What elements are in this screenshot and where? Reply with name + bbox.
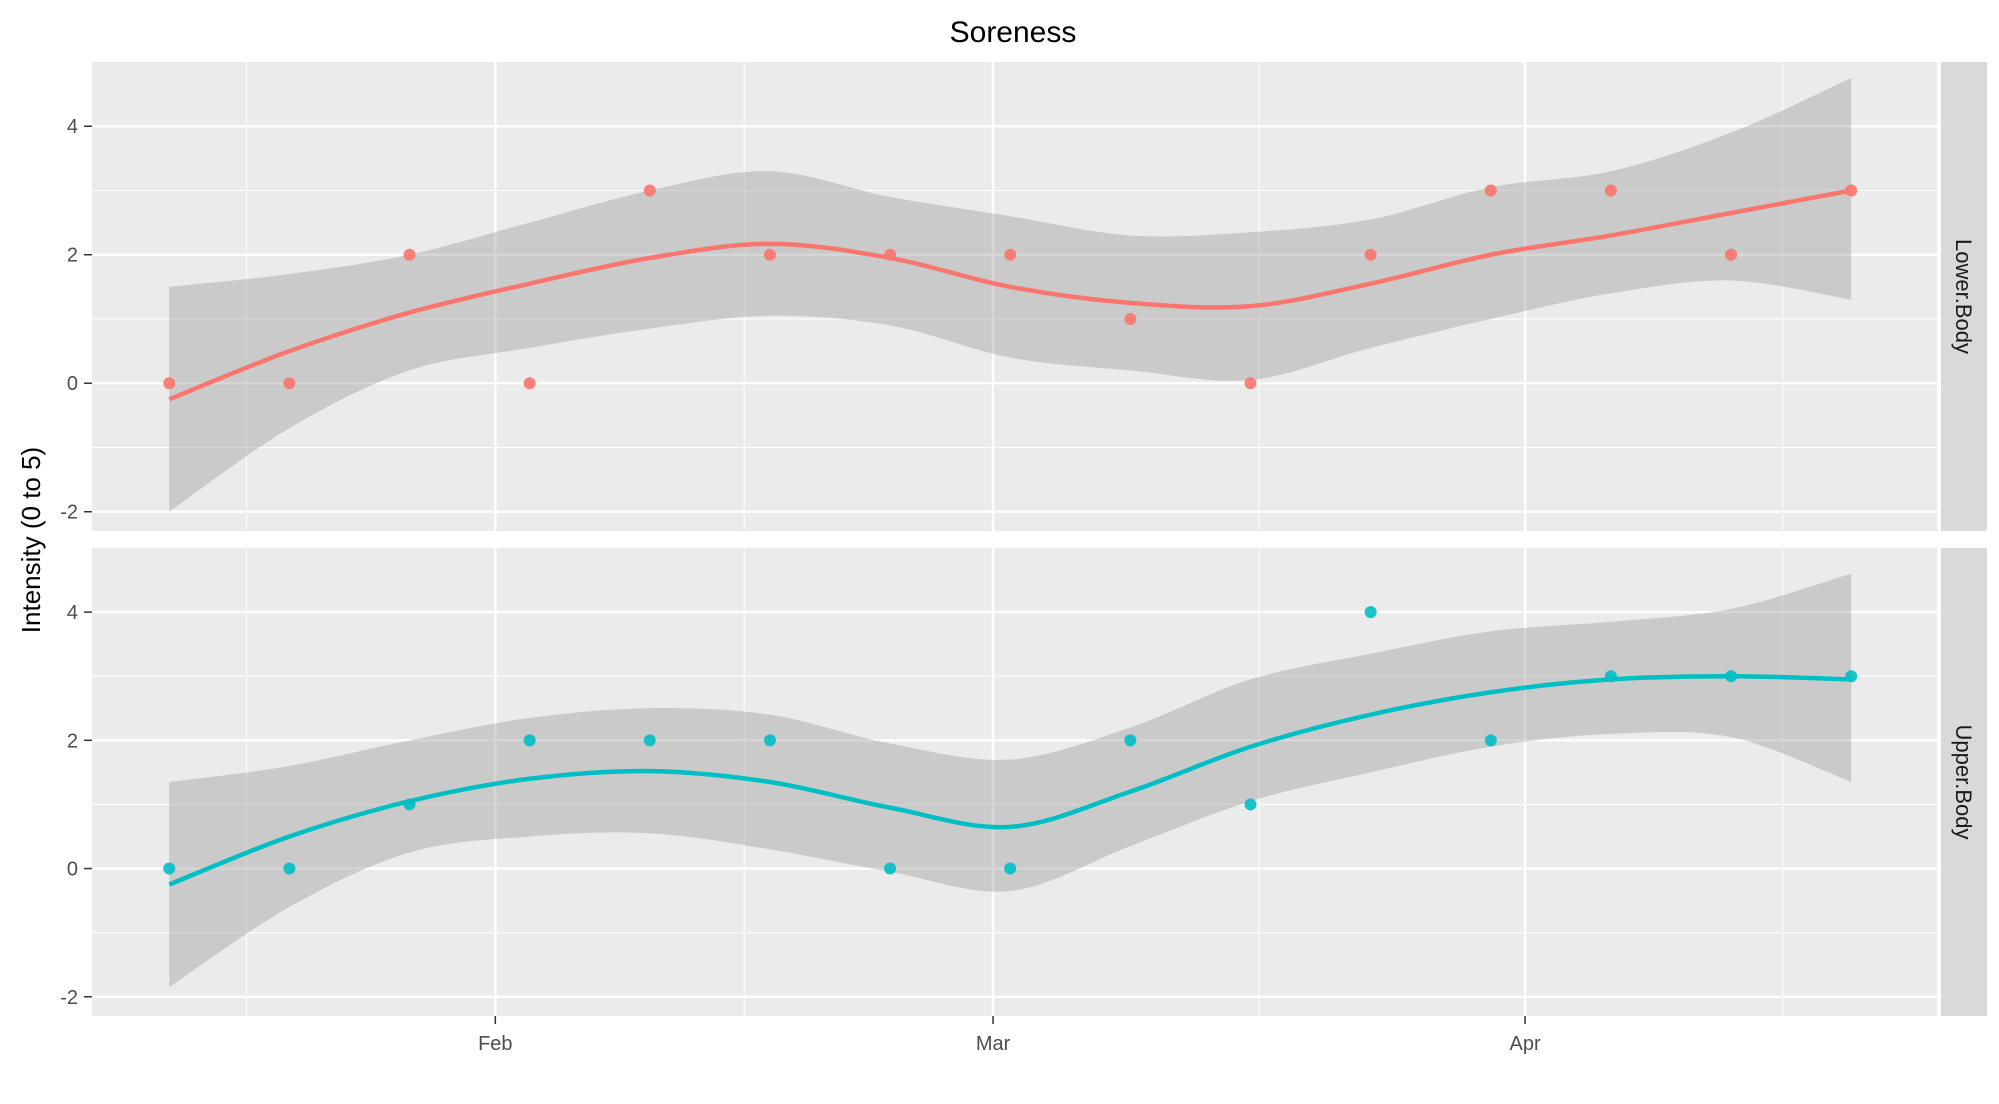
data-point <box>1725 248 1738 261</box>
x-tick-label: Feb <box>478 1033 512 1055</box>
panel-background <box>92 62 1937 531</box>
x-tick-label: Apr <box>1510 1033 1541 1055</box>
x-tick-label: Mar <box>976 1033 1011 1055</box>
y-tick-label: -2 <box>60 502 78 524</box>
chart-title: Soreness <box>950 16 1077 49</box>
data-point <box>1604 184 1617 197</box>
data-point <box>1004 862 1017 875</box>
y-tick-label: -2 <box>60 987 78 1009</box>
data-point <box>283 862 296 875</box>
facet-panels: -2 0 2 4 Lower.Body -2 0 2 4 Upper.Body <box>60 62 1987 1016</box>
smooth-fit-line <box>168 188 1852 402</box>
y-tick-label: 0 <box>67 859 78 881</box>
y-tick-label: 4 <box>67 602 78 624</box>
data-point <box>1484 734 1497 747</box>
data-point <box>763 248 776 261</box>
confidence-band <box>169 573 1852 988</box>
panel-background <box>92 548 1937 1016</box>
data-point <box>884 862 897 875</box>
data-point <box>523 734 536 747</box>
x-axis: Feb Mar Apr <box>478 1016 1541 1055</box>
data-point <box>403 248 416 261</box>
panel-lower-body: -2 0 2 4 Lower.Body <box>60 62 1987 531</box>
y-axis-label: Intensity (0 to 5) <box>16 447 46 633</box>
data-point <box>1364 606 1377 619</box>
data-point <box>643 734 656 747</box>
y-tick-label: 0 <box>67 373 78 395</box>
data-point <box>643 184 656 197</box>
data-point <box>1244 798 1257 811</box>
facet-strip-label: Lower.Body <box>1951 239 1976 354</box>
data-point <box>1124 734 1137 747</box>
data-point <box>763 734 776 747</box>
y-tick-label: 2 <box>67 245 78 267</box>
data-point <box>1484 184 1497 197</box>
data-point <box>1124 312 1137 325</box>
data-point <box>523 377 536 390</box>
data-point <box>163 377 176 390</box>
data-point <box>163 862 176 875</box>
y-tick-label: 2 <box>67 730 78 752</box>
confidence-band <box>169 78 1852 512</box>
data-point <box>283 377 296 390</box>
panel-upper-body: -2 0 2 4 Upper.Body <box>60 548 1987 1016</box>
facet-strip-label: Upper.Body <box>1951 725 1976 840</box>
data-point <box>1244 377 1257 390</box>
facet-strip <box>1941 548 1987 1016</box>
smooth-fit-line <box>168 673 1852 887</box>
y-tick-label: 4 <box>67 116 78 138</box>
data-point <box>1004 248 1017 261</box>
data-point <box>1364 248 1377 261</box>
facet-strip <box>1941 62 1987 531</box>
